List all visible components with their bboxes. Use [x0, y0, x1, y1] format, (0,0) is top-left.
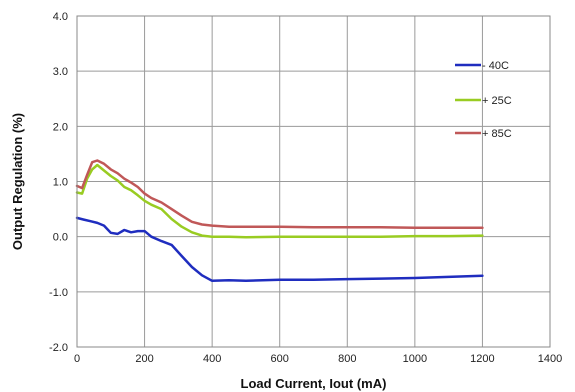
y-tick-label: 2.0 — [53, 121, 68, 133]
x-tick-label: 600 — [271, 353, 289, 365]
x-tick-label: 1000 — [403, 353, 427, 365]
gridlines — [77, 16, 550, 347]
y-tick-label: 0.0 — [53, 232, 68, 244]
x-tick-label: 800 — [338, 353, 356, 365]
x-tick-label: 200 — [135, 353, 153, 365]
x-tick-label: 0 — [74, 353, 80, 365]
plot-frame — [76, 15, 551, 348]
x-tick-label: 400 — [203, 353, 221, 365]
legend-label-1: + 25C — [482, 95, 512, 107]
y-axis-title: Output Regulation (%) — [10, 113, 25, 250]
series-line-1 — [75, 163, 484, 239]
x-tick-label: 1400 — [538, 353, 562, 365]
series-layer — [75, 159, 484, 283]
legend: - 40C + 25C + 85C — [455, 60, 512, 140]
series-line-0 — [75, 216, 484, 283]
y-tick-label: 4.0 — [53, 11, 68, 23]
x-axis-title: Load Current, Iout (mA) — [241, 376, 387, 391]
x-tick-label: 1200 — [470, 353, 494, 365]
y-tick-label: 1.0 — [53, 177, 68, 189]
y-tick-label: 3.0 — [53, 66, 68, 78]
tick-labels: 0 200 400 600 800 1000 1200 1400 -2.0 -1.0 0.0 1.0 2… — [49, 11, 562, 365]
legend-label-0: - 40C — [482, 60, 509, 72]
y-tick-label: -2.0 — [49, 342, 68, 354]
series-line-2 — [75, 159, 484, 230]
y-tick-label: -1.0 — [49, 287, 68, 299]
legend-label-2: + 85C — [482, 128, 512, 140]
